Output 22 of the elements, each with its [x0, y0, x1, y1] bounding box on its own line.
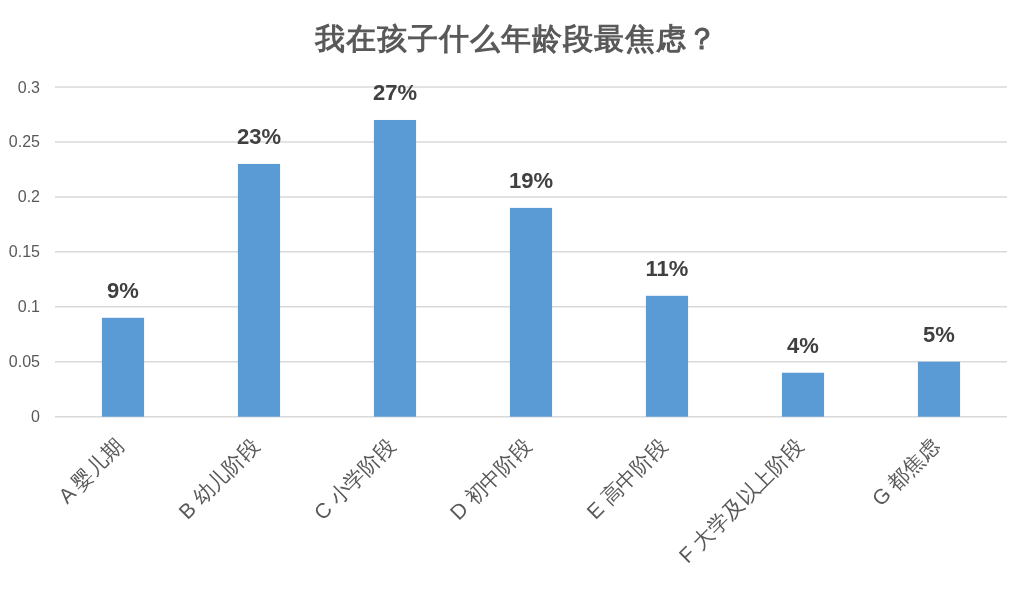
y-tick-label: 0.2 [17, 188, 40, 206]
x-tick-label: G 都焦虑 [867, 433, 944, 511]
data-label: 23% [237, 123, 281, 149]
x-tick-label: C 小学阶段 [309, 433, 400, 525]
y-tick-label: 0.15 [8, 243, 40, 261]
y-tick-label: 0 [31, 408, 40, 426]
x-tick-label: B 幼儿阶段 [174, 433, 264, 524]
x-tick-label: F 大学及以上阶段 [674, 433, 808, 567]
y-tick-label: 0.3 [17, 78, 40, 96]
title: 我在孩子什么年龄段最焦虑？ [314, 22, 718, 55]
data-label: 27% [373, 79, 417, 105]
x-tick-label: E 高中阶段 [582, 433, 672, 524]
data-label: 11% [645, 255, 689, 281]
data-label: 5% [923, 321, 955, 347]
x-tick-label: D 初中阶段 [445, 433, 536, 525]
data-label: 9% [107, 277, 139, 303]
data-label: 4% [787, 332, 819, 358]
y-tick-label: 0.25 [8, 133, 40, 151]
y-tick-label: 0.05 [8, 353, 40, 371]
y-tick-label: 0.1 [17, 298, 40, 316]
data-label: 19% [509, 167, 553, 193]
x-tick-label: A 婴儿期 [53, 433, 128, 508]
